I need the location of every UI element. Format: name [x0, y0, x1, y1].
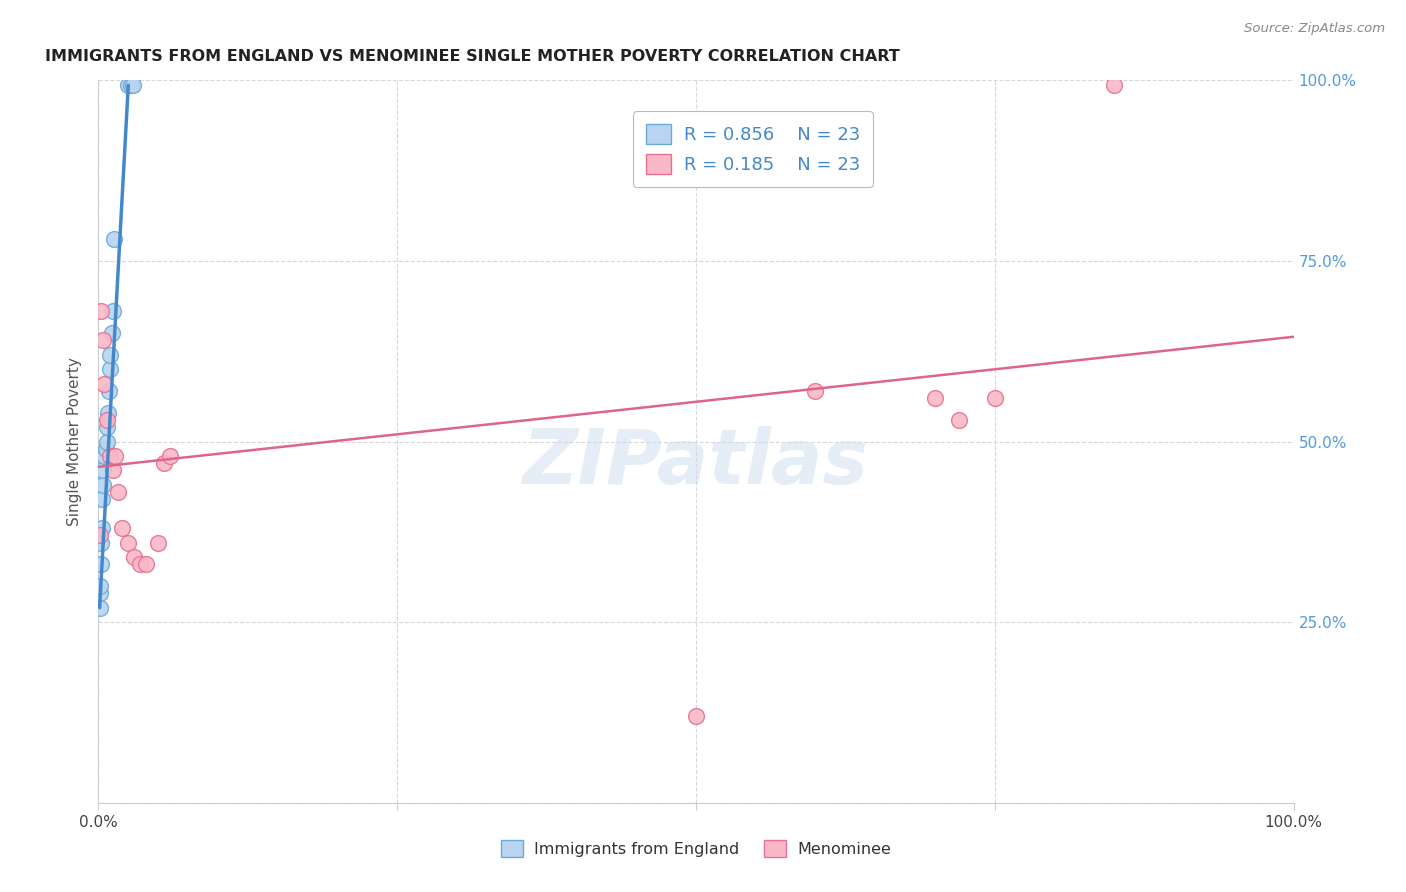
Point — [117, 78, 139, 93]
Point — [129, 558, 152, 572]
Point — [89, 586, 111, 600]
Point — [93, 376, 115, 391]
Point — [97, 406, 120, 420]
Point — [159, 449, 181, 463]
Point — [96, 420, 118, 434]
Point — [101, 304, 124, 318]
Point — [98, 384, 121, 398]
Point — [98, 348, 122, 362]
Point — [89, 528, 111, 542]
Point — [91, 521, 114, 535]
Point — [135, 558, 157, 572]
Point — [1104, 78, 1126, 93]
Point — [93, 449, 115, 463]
Point — [91, 478, 114, 492]
Point — [96, 434, 118, 449]
Point — [94, 442, 117, 456]
Point — [90, 304, 112, 318]
Point — [91, 492, 114, 507]
Point — [89, 600, 111, 615]
Point — [948, 413, 970, 427]
Point — [111, 521, 134, 535]
Point — [804, 384, 827, 398]
Point — [96, 413, 118, 427]
Point — [91, 334, 114, 348]
Point — [90, 535, 112, 549]
Point — [924, 391, 946, 405]
Point — [153, 456, 176, 470]
Point — [101, 463, 124, 477]
Point — [104, 449, 127, 463]
Point — [100, 326, 122, 340]
Point — [117, 535, 139, 549]
Text: ZIPatlas: ZIPatlas — [523, 426, 869, 500]
Point — [984, 391, 1007, 405]
Point — [124, 550, 146, 565]
Point — [98, 362, 122, 376]
Text: IMMIGRANTS FROM ENGLAND VS MENOMINEE SINGLE MOTHER POVERTY CORRELATION CHART: IMMIGRANTS FROM ENGLAND VS MENOMINEE SIN… — [45, 49, 900, 64]
Legend: Immigrants from England, Menominee: Immigrants from England, Menominee — [495, 834, 897, 863]
Point — [107, 485, 129, 500]
Text: Source: ZipAtlas.com: Source: ZipAtlas.com — [1244, 22, 1385, 36]
Point — [120, 78, 142, 93]
Point — [103, 232, 125, 246]
Point — [91, 463, 114, 477]
Point — [90, 558, 112, 572]
Point — [148, 535, 170, 549]
Point — [122, 78, 145, 93]
Point — [685, 709, 707, 723]
Point — [98, 449, 122, 463]
Y-axis label: Single Mother Poverty: Single Mother Poverty — [67, 357, 83, 526]
Point — [89, 579, 111, 593]
